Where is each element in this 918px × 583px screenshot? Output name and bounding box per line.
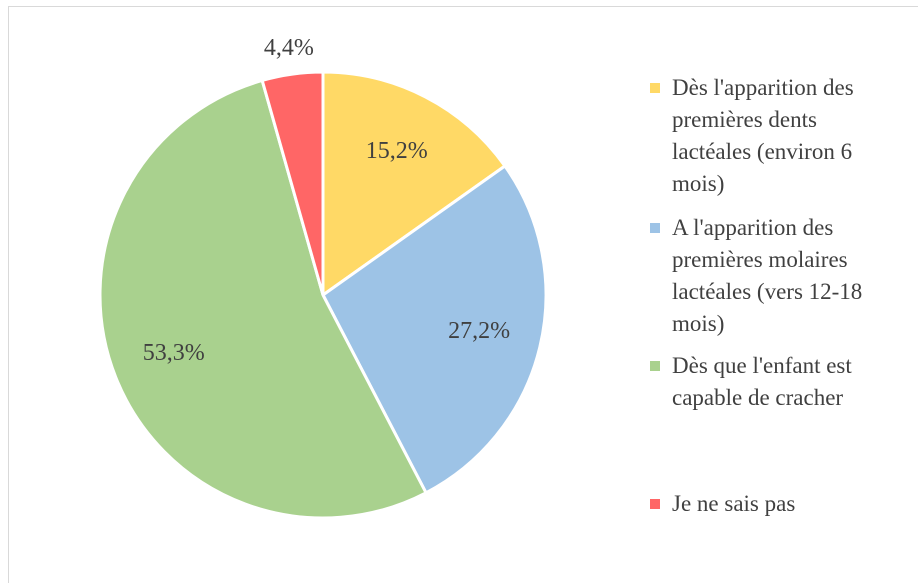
legend-label: Dès que l'enfant est capable de cracher <box>672 353 852 410</box>
chart-border <box>8 6 918 583</box>
legend-label: Je ne sais pas <box>672 491 796 516</box>
pie-slice <box>98 78 429 520</box>
pie-slice <box>260 70 325 296</box>
pie-slice <box>321 163 548 495</box>
legend-item: Dès l'apparition des premières dents lac… <box>650 72 900 200</box>
legend-swatch <box>650 361 660 371</box>
pie-slice <box>321 70 508 298</box>
legend-item: Dès que l'enfant est capable de cracher <box>650 350 900 414</box>
legend-label: A l'apparition des premières molaires la… <box>672 215 863 336</box>
data-label: 4,4% <box>264 35 314 61</box>
data-label: 27,2% <box>448 318 510 344</box>
legend-swatch <box>650 83 660 93</box>
legend-swatch <box>650 223 660 233</box>
legend-label: Dès l'apparition des premières dents lac… <box>672 75 854 196</box>
legend-swatch <box>650 499 660 509</box>
legend-item: Je ne sais pas <box>650 488 900 520</box>
legend-item: A l'apparition des premières molaires la… <box>650 212 900 340</box>
data-label: 53,3% <box>143 340 205 366</box>
data-label: 15,2% <box>366 138 428 164</box>
